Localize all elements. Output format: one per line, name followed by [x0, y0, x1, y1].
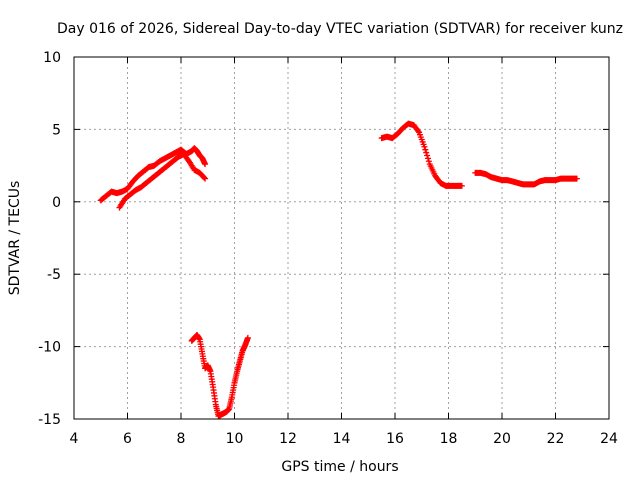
- y-tick-labels: -15 -10 -5 0 5 10: [38, 50, 61, 428]
- x-tick-label: 18: [440, 431, 458, 447]
- data-series: [97, 120, 580, 420]
- data-point: [202, 161, 209, 168]
- x-tick-label: 4: [70, 431, 79, 447]
- y-tick-label: 10: [43, 50, 61, 66]
- series-arc-1-upper: [97, 145, 209, 204]
- x-tick-label: 6: [123, 431, 132, 447]
- series-arc-1-lower: [116, 151, 209, 211]
- data-point: [424, 155, 431, 162]
- y-tick-label: 0: [52, 195, 61, 211]
- x-tick-label: 8: [177, 431, 186, 447]
- grid: [74, 57, 609, 419]
- data-point: [421, 143, 428, 150]
- data-point: [422, 146, 429, 153]
- series-arc-2: [188, 332, 251, 420]
- y-tick-label: -5: [47, 267, 61, 283]
- x-tick-label: 20: [493, 431, 511, 447]
- chart-title: Day 016 of 2026, Sidereal Day-to-day VTE…: [57, 21, 623, 37]
- y-tick-label: -10: [38, 340, 61, 356]
- x-tick-label: 10: [226, 431, 244, 447]
- data-point: [202, 175, 209, 182]
- series-arc-4: [472, 169, 580, 188]
- x-tick-label: 24: [600, 431, 618, 447]
- x-axis-label: GPS time / hours: [281, 459, 398, 475]
- y-axis-label: SDTVAR / TECUs: [7, 181, 23, 296]
- data-point: [415, 128, 422, 135]
- x-tick-labels: 4 6 8 10 12 14 16 18 20 22 24: [70, 431, 618, 447]
- data-point: [424, 152, 431, 159]
- plot-frame: [73, 56, 610, 420]
- y-tick-label: -15: [38, 412, 61, 428]
- x-tick-label: 16: [386, 431, 404, 447]
- x-tick-label: 12: [279, 431, 297, 447]
- x-tick-label: 22: [547, 431, 565, 447]
- data-point: [423, 149, 430, 156]
- data-point: [458, 182, 465, 189]
- data-point: [573, 175, 580, 182]
- data-point: [201, 174, 208, 181]
- data-point: [244, 334, 251, 341]
- data-point: [425, 158, 432, 165]
- y-tick-label: 5: [52, 122, 61, 138]
- series-arc-3: [378, 120, 465, 189]
- x-tick-label: 14: [333, 431, 351, 447]
